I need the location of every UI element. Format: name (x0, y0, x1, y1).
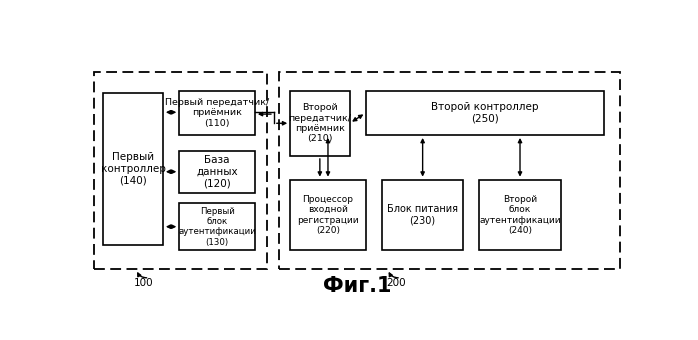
Text: Фиг.1: Фиг.1 (323, 276, 392, 296)
Bar (290, 180, 366, 250)
Text: Второй контроллер
(250): Второй контроллер (250) (431, 102, 539, 124)
Bar (480, 180, 560, 250)
Text: Первый
блок
аутентификации
(130): Первый блок аутентификации (130) (178, 207, 256, 247)
Text: Процессор
входной
регистрации
(220): Процессор входной регистрации (220) (297, 195, 359, 235)
Bar (103, 93, 163, 245)
Bar (290, 90, 350, 156)
Bar (279, 72, 620, 269)
Bar (94, 72, 267, 269)
Bar (382, 180, 463, 250)
Bar (179, 151, 255, 193)
Text: Второй
блок
аутентификации
(240): Второй блок аутентификации (240) (480, 195, 560, 235)
Text: 100: 100 (134, 278, 154, 288)
Text: Первый
контроллер
(140): Первый контроллер (140) (101, 152, 165, 186)
Text: Первый передатчик/
приёмник
(110): Первый передатчик/ приёмник (110) (165, 98, 269, 128)
Bar (366, 90, 604, 135)
Text: 200: 200 (386, 278, 406, 288)
Text: Второй
передатчик/
приёмник
(210): Второй передатчик/ приёмник (210) (288, 103, 351, 143)
Bar (179, 90, 255, 135)
Text: База
данных
(120): База данных (120) (196, 155, 238, 188)
Text: Блок питания
(230): Блок питания (230) (387, 204, 458, 226)
Bar (179, 203, 255, 250)
